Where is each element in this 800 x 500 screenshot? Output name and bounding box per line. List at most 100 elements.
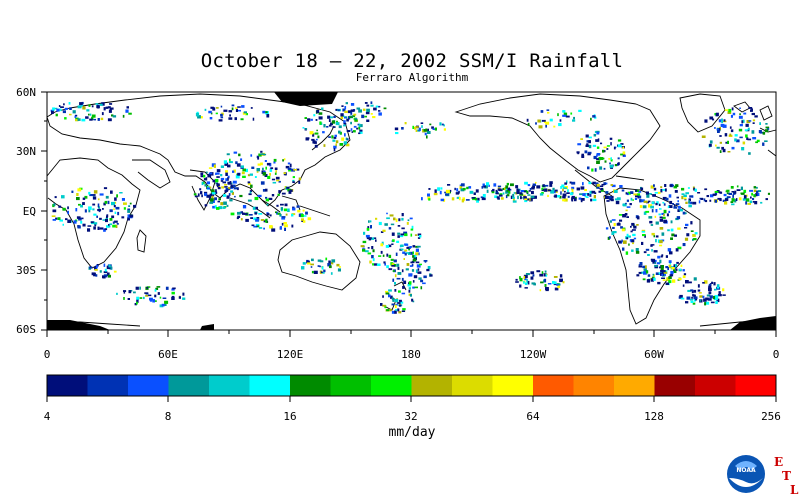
rainfall-cell bbox=[508, 187, 511, 191]
rainfall-cell bbox=[621, 239, 623, 243]
rainfall-cell bbox=[730, 201, 734, 203]
rainfall-cell bbox=[613, 146, 616, 150]
rainfall-cell bbox=[708, 291, 712, 295]
map-subtitle: Ferraro Algorithm bbox=[355, 71, 469, 84]
rainfall-cell bbox=[95, 265, 98, 269]
rainfall-cell bbox=[99, 270, 102, 273]
rainfall-cell bbox=[220, 165, 224, 168]
logo-letter-t: T bbox=[782, 469, 791, 483]
rainfall-cell bbox=[465, 199, 470, 201]
rainfall-cell bbox=[541, 188, 544, 190]
rainfall-cell bbox=[93, 118, 96, 121]
rainfall-cell bbox=[661, 216, 666, 219]
rainfall-cell bbox=[260, 219, 265, 221]
colorbar-tick-label: 16 bbox=[283, 410, 296, 423]
rainfall-cell bbox=[443, 124, 445, 127]
rainfall-cell bbox=[152, 299, 155, 303]
rainfall-cell bbox=[716, 146, 720, 149]
rainfall-cell bbox=[700, 198, 704, 200]
rainfall-cell bbox=[298, 213, 301, 217]
rainfall-cell bbox=[765, 198, 768, 201]
rainfall-cell bbox=[200, 172, 204, 176]
rainfall-cell bbox=[412, 258, 417, 262]
rainfall-cell bbox=[228, 161, 233, 164]
rainfall-cell bbox=[762, 131, 766, 135]
rainfall-cell bbox=[669, 184, 673, 187]
rainfall-cell bbox=[540, 110, 544, 113]
rainfall-cell bbox=[108, 109, 112, 113]
rainfall-cell bbox=[593, 133, 597, 137]
rainfall-cell bbox=[287, 167, 292, 170]
rainfall-cell bbox=[126, 106, 129, 109]
rainfall-cell bbox=[631, 222, 635, 226]
rainfall-cell bbox=[524, 199, 528, 203]
rainfall-cell bbox=[752, 137, 757, 140]
rainfall-cell bbox=[657, 255, 661, 259]
rainfall-cell bbox=[127, 214, 131, 218]
rainfall-cell bbox=[730, 114, 733, 118]
rainfall-cell bbox=[716, 128, 719, 131]
rainfall-cell bbox=[417, 129, 421, 132]
rainfall-cell bbox=[64, 117, 67, 120]
rainfall-cell bbox=[666, 277, 670, 281]
rainfall-cell bbox=[663, 203, 666, 206]
rainfall-cell bbox=[412, 251, 414, 255]
rainfall-cell bbox=[412, 300, 415, 303]
rainfall-cell bbox=[156, 286, 161, 288]
rainfall-cell bbox=[142, 296, 145, 300]
rainfall-cell bbox=[508, 191, 511, 194]
rainfall-cell bbox=[108, 264, 111, 268]
rainfall-cell bbox=[578, 109, 582, 112]
rainfall-cell bbox=[402, 285, 405, 289]
rainfall-cell bbox=[461, 183, 465, 187]
rainfall-cell bbox=[370, 113, 373, 115]
rainfall-cell bbox=[213, 164, 216, 168]
rainfall-cell bbox=[661, 277, 665, 279]
rainfall-cell bbox=[302, 209, 305, 212]
rainfall-cell bbox=[391, 310, 395, 314]
rainfall-cell bbox=[265, 111, 268, 114]
rainfall-cell bbox=[669, 200, 673, 205]
rainfall-cell bbox=[531, 190, 534, 195]
rainfall-cell bbox=[204, 184, 207, 187]
rainfall-cell bbox=[214, 197, 217, 201]
rainfall-cell bbox=[391, 303, 395, 306]
rainfall-cell bbox=[417, 233, 422, 236]
rainfall-cell bbox=[626, 216, 629, 218]
rainfall-cell bbox=[685, 280, 689, 284]
rainfall-cell bbox=[346, 138, 349, 141]
rainfall-cell bbox=[275, 211, 277, 214]
rainfall-cell bbox=[753, 186, 757, 189]
rainfall-cell bbox=[695, 297, 698, 301]
rainfall-cell bbox=[628, 235, 631, 238]
rainfall-cell bbox=[550, 190, 555, 194]
rainfall-cell bbox=[690, 289, 694, 292]
rainfall-cell bbox=[580, 186, 585, 190]
rainfall-cell bbox=[429, 123, 432, 126]
rainfall-cell bbox=[643, 251, 647, 254]
rainfall-cell bbox=[588, 144, 592, 149]
rainfall-cell bbox=[239, 211, 243, 214]
rainfall-cell bbox=[343, 141, 347, 145]
rainfall-cell bbox=[556, 283, 559, 286]
rainfall-cell bbox=[420, 122, 424, 124]
rainfall-cell bbox=[565, 115, 570, 118]
rainfall-cell bbox=[505, 194, 508, 199]
rainfall-cell bbox=[409, 246, 412, 248]
rainfall-cell bbox=[338, 130, 341, 134]
rainfall-cell bbox=[54, 107, 58, 110]
rainfall-cell bbox=[683, 197, 687, 200]
colorbar-swatch bbox=[371, 375, 412, 396]
rainfall-cell bbox=[584, 150, 588, 154]
rainfall-cell bbox=[653, 184, 655, 187]
rainfall-cell bbox=[654, 215, 657, 218]
rainfall-cell bbox=[596, 160, 600, 164]
rainfall-cell bbox=[344, 133, 346, 137]
rainfall-cell bbox=[427, 193, 430, 197]
rainfall-cell bbox=[171, 291, 175, 295]
rainfall-cell bbox=[232, 180, 237, 184]
rainfall-cell bbox=[594, 192, 597, 194]
rainfall-cell bbox=[612, 226, 615, 229]
rainfall-cell bbox=[369, 220, 372, 223]
rainfall-cell bbox=[717, 197, 721, 200]
